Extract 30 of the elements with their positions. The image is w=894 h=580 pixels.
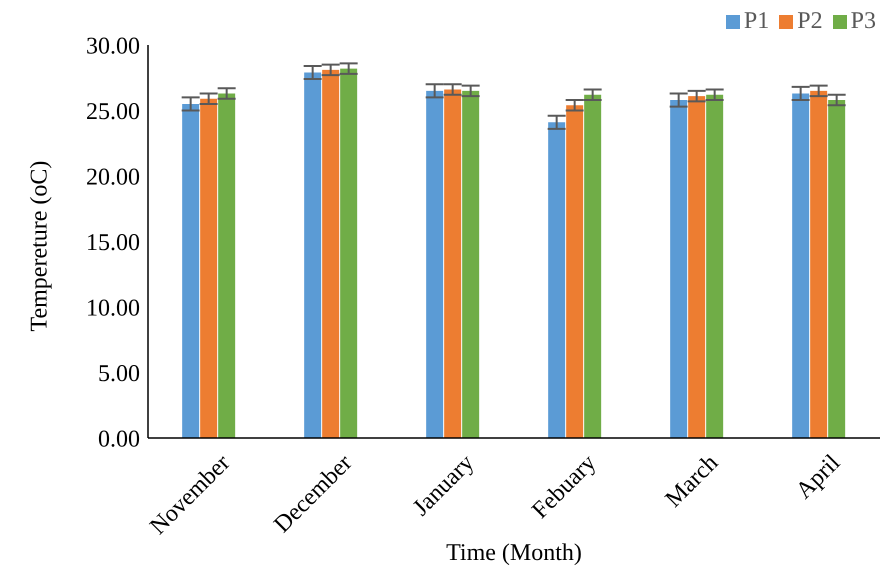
y-tick-label: 25.00 [86, 99, 140, 126]
bar [218, 93, 236, 438]
bar [200, 98, 218, 438]
legend-label: P2 [797, 8, 823, 34]
bar [584, 94, 602, 438]
bar [340, 68, 358, 438]
bar [548, 122, 566, 438]
x-axis-title: Time (Month) [446, 540, 582, 566]
bar [792, 93, 810, 438]
bar [322, 70, 340, 438]
bar [670, 100, 688, 438]
bar [182, 104, 200, 438]
legend-label: P3 [850, 8, 876, 34]
bar [566, 105, 584, 438]
y-axis-title: Tempereture (oC) [26, 160, 53, 332]
y-tick-label: 20.00 [86, 164, 140, 191]
bar [810, 90, 828, 438]
legend-label: P1 [744, 8, 770, 34]
y-tick-label: 0.00 [98, 426, 140, 453]
y-tick-label: 15.00 [86, 230, 140, 256]
bar [444, 90, 462, 438]
bar [462, 90, 480, 438]
bar [426, 90, 444, 438]
y-tick-label: 5.00 [98, 361, 140, 388]
y-tick-label: 30.00 [86, 34, 140, 60]
bar [304, 72, 322, 438]
y-tick-label: 10.00 [86, 296, 140, 322]
bar [828, 100, 846, 438]
bar [706, 94, 724, 438]
bar [688, 96, 706, 438]
